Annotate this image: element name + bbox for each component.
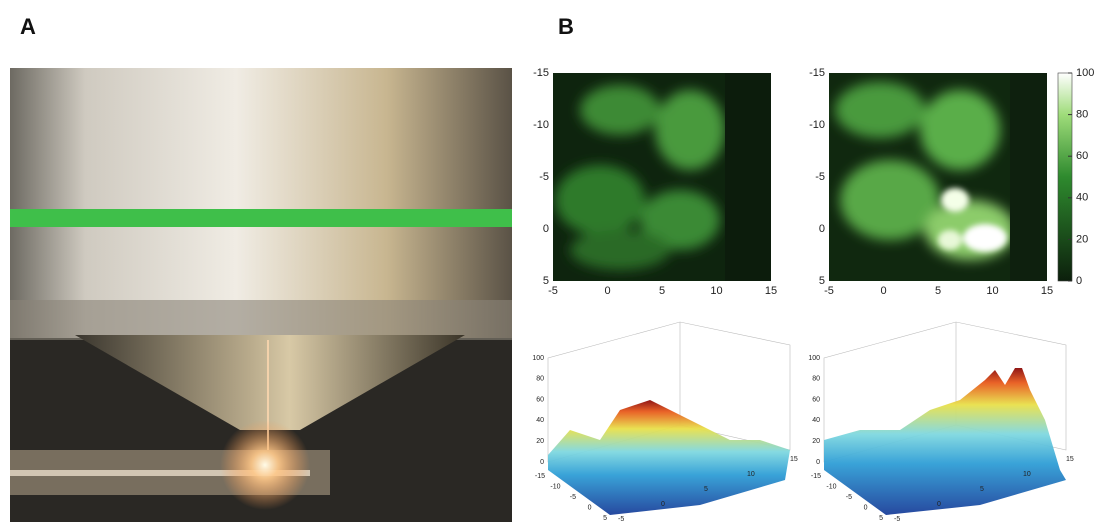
heatmap (553, 73, 771, 281)
y-tick-label: 10 (1023, 471, 1031, 478)
colorbar-tick-label: 80 (1076, 109, 1088, 121)
y-tick-label: 0 (937, 501, 941, 508)
x-tick-label: 15 (1041, 285, 1053, 297)
colorbar-tick-label: 100 (1076, 67, 1094, 79)
y-tick-label: -10 (809, 119, 825, 131)
x-tick-label: -5 (548, 285, 558, 297)
x-tick-label: 0 (864, 504, 868, 511)
x-tick-label: -15 (535, 473, 545, 480)
y-tick-label: 5 (704, 486, 708, 493)
z-tick-label: 20 (536, 438, 544, 445)
z-tick-label: 60 (812, 396, 820, 403)
y-tick-label: 0 (543, 223, 549, 235)
y-tick-label: 0 (819, 223, 825, 235)
z-tick-label: 60 (536, 396, 544, 403)
y-tick-label: 15 (790, 456, 798, 463)
x-tick-label: -5 (824, 285, 834, 297)
panel-label: B (558, 14, 574, 39)
x-tick-label: 0 (588, 504, 592, 511)
y-tick-label: -10 (533, 119, 549, 131)
y-tick-label: 0 (661, 501, 665, 508)
x-tick-label: -10 (550, 483, 560, 490)
y-tick-label: -5 (894, 516, 900, 522)
x-tick-label: 0 (880, 285, 886, 297)
x-tick-label: 10 (710, 285, 722, 297)
surface-plot (824, 322, 1066, 515)
panel-label: A (20, 14, 36, 39)
x-tick-label: 5 (879, 515, 883, 522)
z-tick-label: 40 (812, 417, 820, 424)
y-tick-label: -15 (533, 67, 549, 79)
z-tick-label: 0 (816, 459, 820, 466)
y-tick-label: 10 (747, 471, 755, 478)
heatmap (829, 73, 1047, 281)
x-tick-label: 0 (604, 285, 610, 297)
photo (10, 68, 512, 522)
z-tick-label: 20 (812, 438, 820, 445)
z-tick-label: 40 (536, 417, 544, 424)
z-tick-label: 100 (532, 355, 544, 362)
x-tick-label: 15 (765, 285, 777, 297)
x-tick-label: -5 (846, 494, 852, 501)
figure: A B (0, 0, 1098, 522)
z-tick-label: 0 (540, 459, 544, 466)
z-tick-label: 80 (536, 376, 544, 383)
colorbar-tick-label: 20 (1076, 233, 1088, 245)
colorbar (1058, 73, 1072, 281)
y-tick-label: -5 (539, 171, 549, 183)
z-tick-label: 100 (808, 355, 820, 362)
x-tick-label: 5 (935, 285, 941, 297)
x-tick-label: 10 (986, 285, 998, 297)
x-tick-label: -10 (826, 483, 836, 490)
x-tick-label: 5 (603, 515, 607, 522)
colorbar-tick-label: 0 (1076, 275, 1082, 287)
colorbar-tick-label: 60 (1076, 150, 1088, 162)
z-tick-label: 80 (812, 376, 820, 383)
y-tick-label: 15 (1066, 456, 1074, 463)
y-tick-label: -5 (815, 171, 825, 183)
y-tick-label: -15 (809, 67, 825, 79)
y-tick-label: 5 (980, 486, 984, 493)
colorbar-tick-label: 40 (1076, 192, 1088, 204)
x-tick-label: -15 (811, 473, 821, 480)
x-tick-label: 5 (659, 285, 665, 297)
x-tick-label: -5 (570, 494, 576, 501)
surface-plot (548, 322, 790, 515)
y-tick-label: -5 (618, 516, 624, 522)
